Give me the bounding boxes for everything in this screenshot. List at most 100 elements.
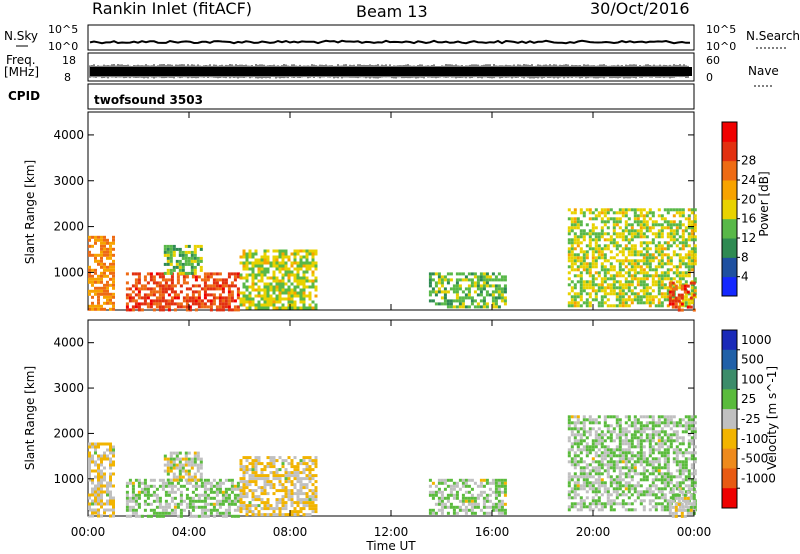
heatmap-cell xyxy=(600,283,604,287)
heatmap-cell xyxy=(176,505,180,509)
heatmap-cell xyxy=(269,276,273,280)
heatmap-cell xyxy=(242,483,246,487)
heatmap-cell xyxy=(681,244,685,248)
heatmap-cell xyxy=(112,508,115,512)
heatmap-cell xyxy=(567,271,571,275)
heatmap-cell xyxy=(458,487,462,491)
heatmap-cell xyxy=(597,463,601,467)
heatmap-cell xyxy=(684,253,688,257)
heatmap-cell xyxy=(196,457,200,461)
heatmap-cell xyxy=(131,499,135,503)
heatmap-cell xyxy=(663,463,667,467)
heatmap-cell xyxy=(302,282,306,286)
heatmap-cell xyxy=(467,296,471,300)
heatmap-cell xyxy=(134,284,138,288)
heatmap-cell xyxy=(263,303,267,307)
heatmap-cell xyxy=(149,305,153,309)
heatmap-cell xyxy=(567,496,571,500)
heatmap-cell xyxy=(660,283,664,287)
heatmap-cell xyxy=(657,208,661,212)
heatmap-cell xyxy=(591,274,595,278)
heatmap-cell xyxy=(470,278,474,282)
heatmap-cell xyxy=(308,474,312,478)
heatmap-cell xyxy=(203,287,207,291)
heatmap-cell xyxy=(585,286,589,290)
heatmap-cell xyxy=(618,286,622,290)
heatmap-cell xyxy=(257,459,261,463)
heatmap-cell xyxy=(681,208,685,212)
heatmap-cell xyxy=(600,289,604,293)
heatmap-cell xyxy=(473,481,477,485)
heatmap-cell xyxy=(311,255,315,259)
heatmap-cell xyxy=(112,499,115,503)
heatmap-cell xyxy=(497,272,501,276)
heatmap-cell xyxy=(657,415,661,419)
heatmap-cell xyxy=(176,278,180,282)
heatmap-cell xyxy=(582,289,586,293)
heatmap-cell xyxy=(627,472,631,476)
heatmap-cell xyxy=(615,433,619,437)
heatmap-cell xyxy=(579,223,583,227)
heatmap-cell xyxy=(579,277,583,281)
heatmap-cell xyxy=(666,439,670,443)
heatmap-cell xyxy=(287,477,291,481)
heatmap-cell xyxy=(218,484,222,488)
heatmap-cell xyxy=(152,484,156,488)
heatmap-cell xyxy=(651,415,655,419)
heatmap-cell xyxy=(491,505,495,509)
heatmap-cell xyxy=(639,424,643,428)
heatmap-cell xyxy=(683,496,687,500)
heatmap-cell xyxy=(687,232,691,236)
power-colorbar-swatch xyxy=(722,160,737,181)
heatmap-cell xyxy=(603,502,607,506)
heatmap-cell xyxy=(693,214,697,218)
heatmap-cell xyxy=(94,511,97,515)
heatmap-cell xyxy=(687,427,691,431)
heatmap-cell xyxy=(687,292,691,296)
heatmap-cell xyxy=(91,493,94,497)
heatmap-cell xyxy=(651,499,655,503)
heatmap-cell xyxy=(269,462,273,466)
heatmap-cell xyxy=(209,287,213,291)
heatmap-cell xyxy=(612,268,616,272)
heatmap-cell xyxy=(233,272,237,276)
heatmap-cell xyxy=(461,481,465,485)
heatmap-cell xyxy=(663,478,667,482)
heatmap-cell xyxy=(233,493,237,497)
heatmap-cell xyxy=(666,463,670,467)
heatmap-cell xyxy=(618,454,622,458)
heatmap-cell xyxy=(666,436,670,440)
heatmap-cell xyxy=(278,489,282,493)
heatmap-cell xyxy=(263,492,267,496)
heatmap-cell xyxy=(221,502,225,506)
heatmap-cell xyxy=(254,258,258,262)
cpid-value: twofsound 3503 xyxy=(94,93,203,107)
heatmap-cell xyxy=(663,466,667,470)
heatmap-cell xyxy=(302,249,306,253)
heatmap-cell xyxy=(164,299,168,303)
heatmap-cell xyxy=(645,490,649,494)
heatmap-cell xyxy=(434,302,438,306)
heatmap-cell xyxy=(642,241,646,245)
heatmap-cell xyxy=(680,302,684,306)
heatmap-cell xyxy=(209,508,213,512)
heatmap-cell xyxy=(467,490,471,494)
heatmap-cell xyxy=(293,255,297,259)
heatmap-cell xyxy=(648,445,652,449)
nsky-label: N.Sky xyxy=(4,29,38,43)
heatmap-cell xyxy=(660,487,664,491)
heatmap-cell xyxy=(573,487,577,491)
heatmap-cell xyxy=(284,282,288,286)
heatmap-cell xyxy=(137,281,141,285)
heatmap-cell xyxy=(278,300,282,304)
heatmap-cell xyxy=(621,235,625,239)
heatmap-cell xyxy=(639,442,643,446)
heatmap-cell xyxy=(639,448,643,452)
heatmap-cell xyxy=(482,296,486,300)
heatmap-cell xyxy=(272,510,276,514)
heatmap-cell xyxy=(600,304,604,308)
heatmap-cell xyxy=(669,226,673,230)
heatmap-cell xyxy=(615,295,619,299)
heatmap-cell xyxy=(648,229,652,233)
